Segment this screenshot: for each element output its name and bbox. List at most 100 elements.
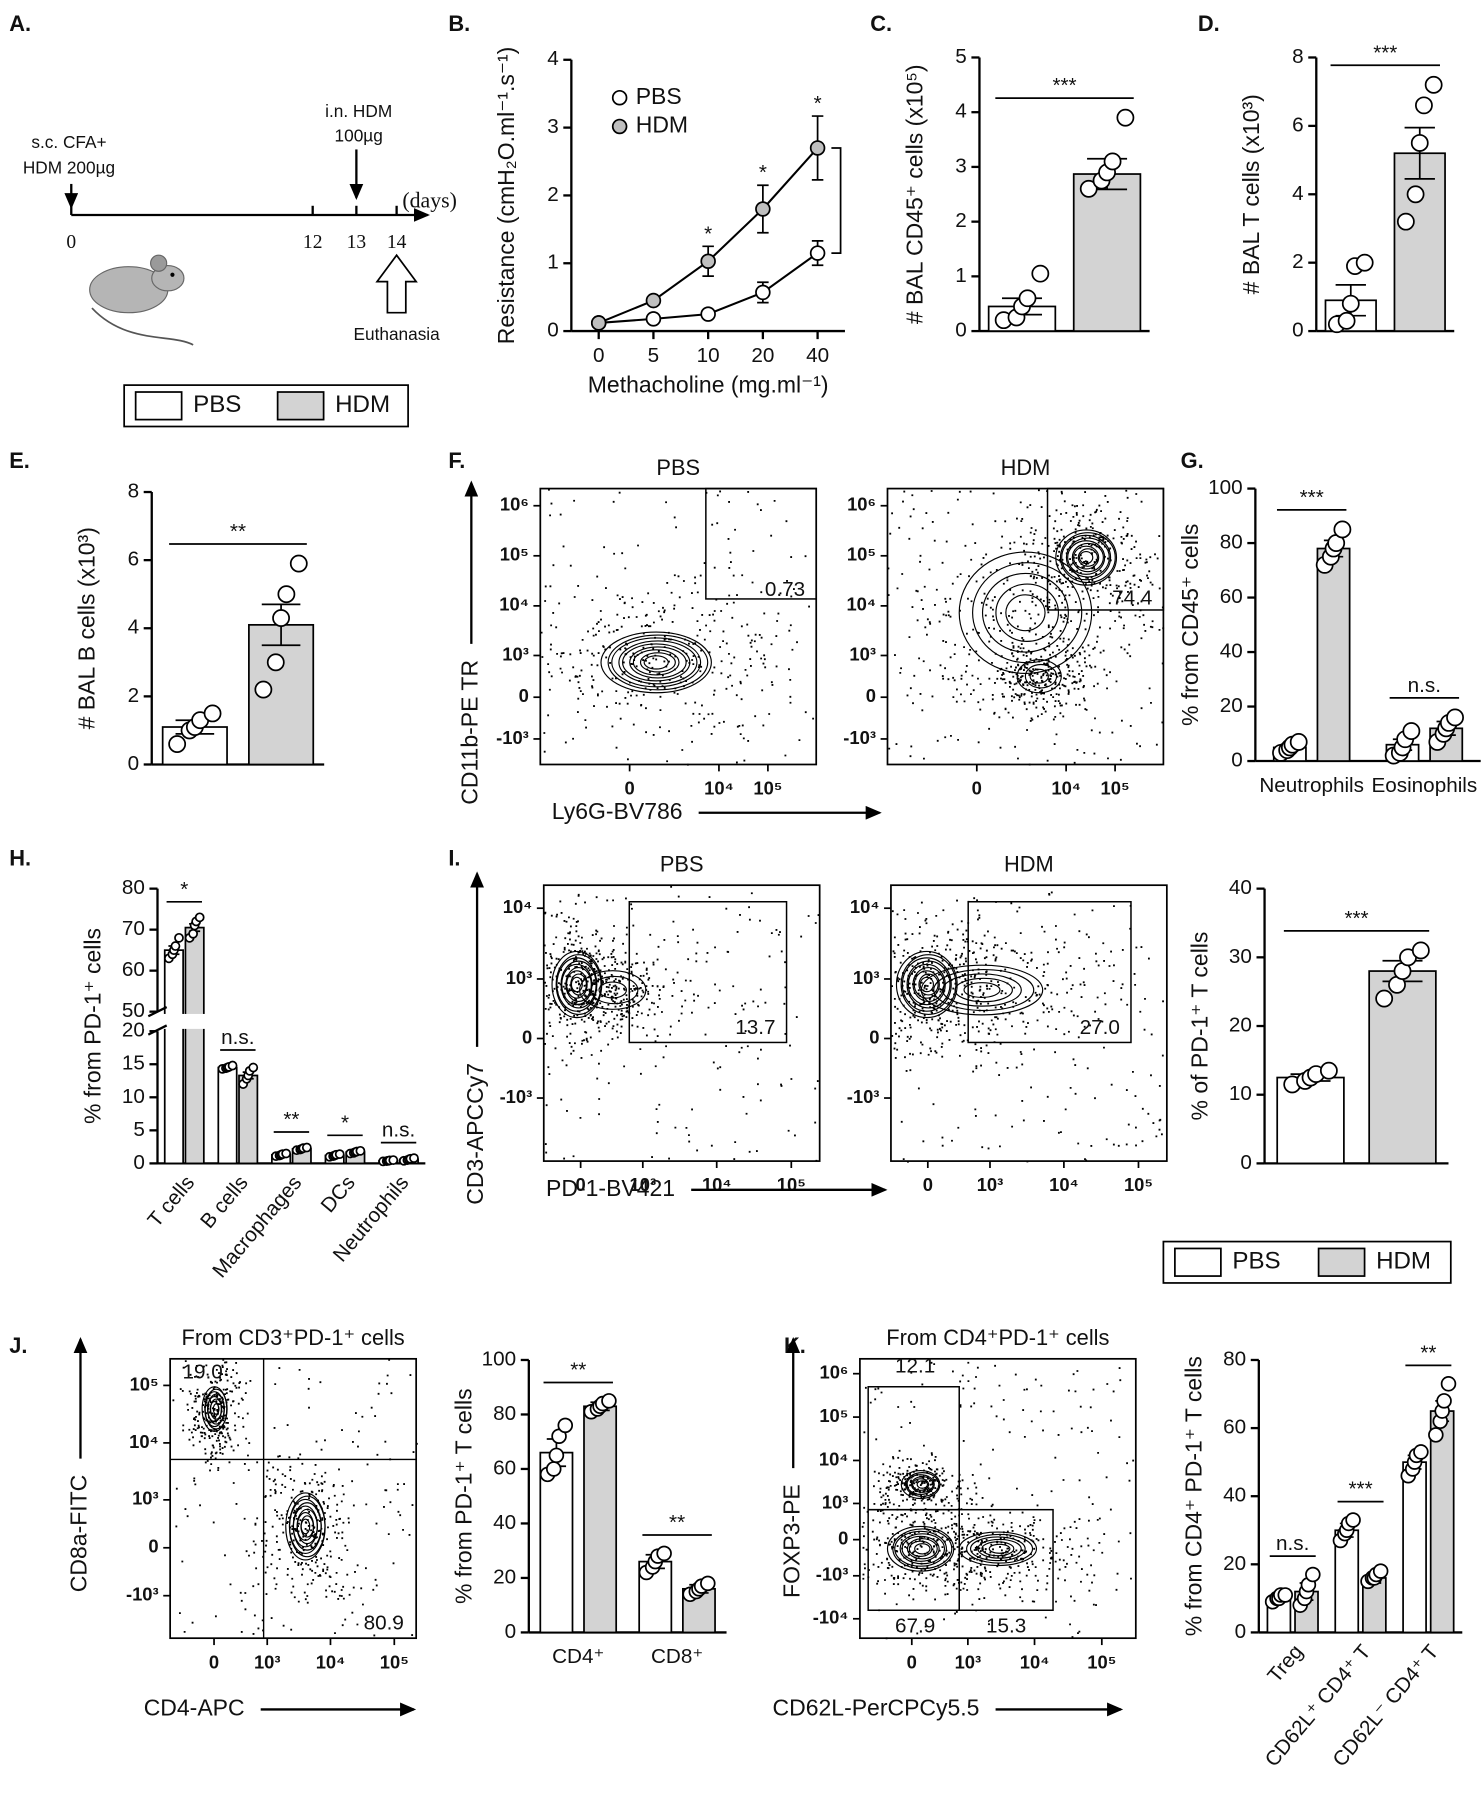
panel-label: F.: [448, 448, 465, 473]
contour: [912, 1478, 930, 1491]
contour: [570, 976, 583, 993]
significance-label: n.s.: [1276, 1532, 1309, 1555]
y-tick-label: 20: [1229, 1013, 1252, 1036]
plot-title: From CD3⁺PD-1⁺ cells: [182, 1325, 405, 1350]
data-point: [301, 1142, 312, 1153]
significance-label: *: [341, 1111, 349, 1134]
y-tick-label: 20: [1223, 1552, 1246, 1575]
data-point: [1345, 1512, 1361, 1528]
contour: [639, 652, 676, 673]
y-tick-label: 2: [955, 209, 967, 232]
contour: [916, 1480, 929, 1489]
contour: [1059, 532, 1116, 584]
contour: [919, 976, 934, 993]
contour: [892, 1528, 953, 1570]
y-tick-label: 6: [128, 548, 140, 571]
data-point: [188, 928, 198, 939]
data-point: [700, 306, 716, 322]
contour: [988, 1543, 1011, 1554]
data-point: [1319, 1061, 1338, 1080]
contour: [611, 637, 702, 688]
annotation: (days): [402, 188, 457, 212]
euthanasia-arrow: [375, 253, 418, 314]
contour: [900, 954, 957, 1015]
y-tick-label: 1: [955, 264, 967, 287]
contour: [910, 1476, 934, 1493]
y-tick-label: 4: [547, 47, 559, 70]
y-tick-label: 10⁵: [819, 1405, 848, 1426]
contour: [1067, 540, 1106, 575]
y-tick-label: 40: [1220, 640, 1243, 663]
y-tick-label: 0: [1231, 749, 1243, 772]
x-tick-label: Neutrophils: [1259, 774, 1364, 797]
y-tick-label: 40: [1229, 876, 1252, 899]
contour: [966, 1533, 1034, 1564]
x-tick-label: 40: [806, 344, 829, 367]
y-tick-label: 10³: [822, 1491, 849, 1512]
y-tick-label: 6: [1292, 113, 1304, 136]
y-tick-label: 10⁴: [503, 896, 533, 917]
x-axis-label: Methacholine (mg.ml⁻¹): [588, 371, 829, 397]
gate-label: 0.73: [765, 578, 805, 601]
significance-label: **: [230, 520, 246, 543]
contour: [300, 1518, 311, 1535]
contour: [995, 583, 1059, 642]
contour: [1073, 545, 1100, 570]
significance-label: ***: [1300, 486, 1324, 509]
legend-label: PBS: [1232, 1248, 1280, 1275]
y-tick-label: 80: [1220, 531, 1243, 554]
significance-label: ***: [1348, 1478, 1372, 1501]
data-point: [1410, 134, 1429, 152]
y-tick-label: 2: [128, 684, 140, 707]
panel-label: E.: [9, 448, 30, 473]
y-tick-label: -10³: [500, 1086, 533, 1107]
y-tick-label: 8: [128, 479, 140, 502]
y-tick-label: 10³: [502, 643, 529, 664]
legend-swatch: [276, 391, 325, 421]
y-tick-label: 10⁶: [819, 1362, 848, 1383]
plot-title: HDM: [1004, 851, 1054, 876]
contour: [963, 982, 1001, 998]
x-tick-label: 0: [907, 1651, 917, 1672]
contour: [1078, 550, 1094, 565]
x-tick-label: 0: [625, 778, 635, 799]
contour: [1065, 537, 1110, 578]
annotation: i.n. HDM: [325, 101, 392, 121]
contour: [899, 1533, 946, 1565]
y-axis-label: CD11b-PE TR: [456, 660, 482, 805]
data-point: [1402, 722, 1421, 740]
gate-label: 12.1: [895, 1355, 935, 1378]
y-tick-label: -10³: [126, 1584, 159, 1605]
data-point: [194, 912, 205, 923]
x-tick-label: 10⁵: [1087, 1651, 1116, 1672]
y-tick-label: 80: [122, 876, 145, 899]
y-axis-label: # BAL T cells (x10³): [1238, 94, 1264, 294]
legend-swatch: [134, 391, 183, 421]
contour: [1061, 534, 1112, 581]
significance-label: ***: [1344, 907, 1368, 930]
contour: [914, 1543, 931, 1555]
data-point: [170, 941, 181, 951]
bar: [539, 1451, 574, 1634]
data-point: [1337, 311, 1356, 330]
data-point: [755, 284, 771, 301]
y-tick-label: 10³: [853, 967, 880, 988]
x-tick-label: CD4⁺: [552, 1645, 604, 1668]
data-point: [355, 1145, 366, 1156]
significance-label: **: [570, 1358, 586, 1381]
y-tick-label: 0: [522, 1026, 532, 1047]
x-tick-label: CD8⁺: [651, 1645, 703, 1668]
panel-label: D.: [1198, 11, 1220, 36]
gate: [628, 900, 788, 1044]
y-tick-label: 10⁵: [130, 1373, 159, 1394]
plot-frame: [169, 1357, 418, 1640]
data-point: [1031, 264, 1050, 283]
contour: [551, 950, 603, 1019]
data-point: [227, 1060, 238, 1071]
legend-label: HDM: [1376, 1248, 1431, 1275]
x-tick-label: 0: [576, 1174, 586, 1195]
data-point: [548, 1447, 565, 1464]
contour: [212, 1403, 220, 1415]
legend-swatch: [1174, 1247, 1222, 1277]
